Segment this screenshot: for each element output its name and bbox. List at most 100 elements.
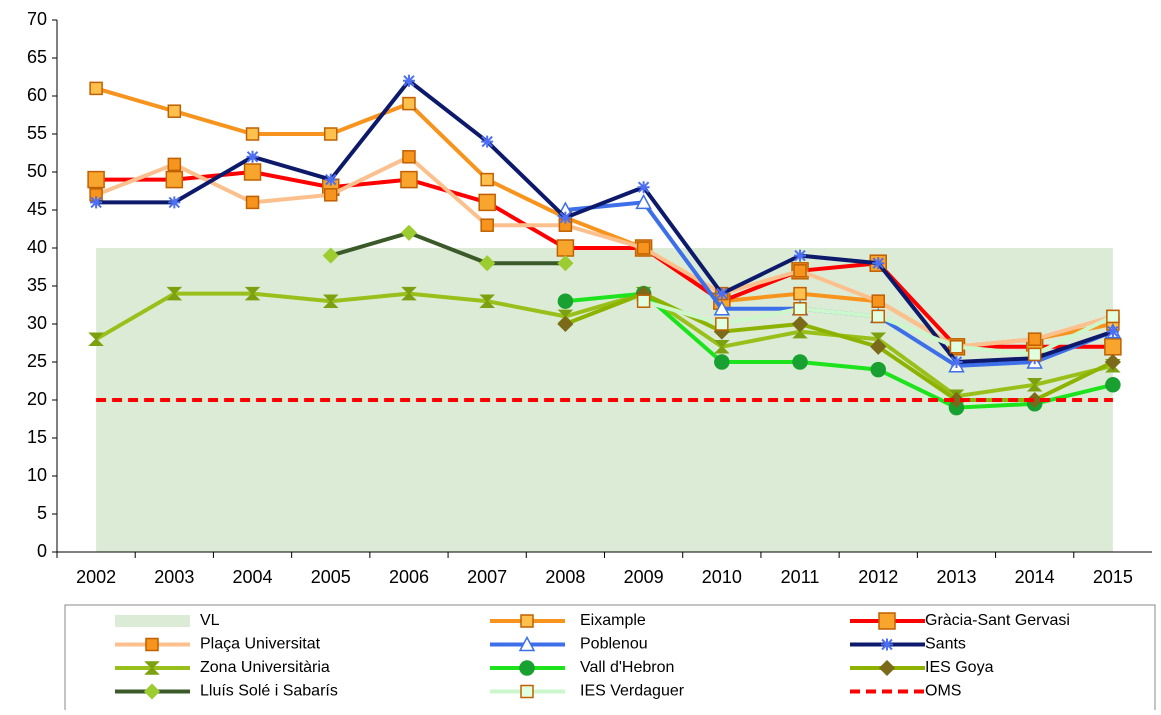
marker: [870, 338, 887, 355]
y-tick-label: 5: [37, 503, 47, 523]
marker: [87, 170, 105, 189]
marker: [878, 659, 896, 677]
legend-label: IES Goya: [925, 659, 994, 676]
legend-label: Plaça Universitat: [200, 636, 321, 653]
legend-label: IES Verdaguer: [580, 683, 685, 700]
marker: [166, 286, 183, 301]
marker: [715, 317, 729, 331]
y-tick-label: 10: [27, 465, 47, 485]
marker: [245, 127, 260, 141]
legend-box: [64, 604, 1156, 715]
y-tick-label: 55: [27, 123, 47, 143]
y-tick-label: 50: [27, 161, 47, 181]
marker: [480, 218, 494, 232]
legend-label: Lluís Solé i Sabarís: [200, 683, 338, 700]
marker: [144, 661, 160, 675]
marker: [557, 293, 574, 309]
marker: [322, 247, 339, 264]
x-tick-label: 2015: [1093, 567, 1133, 587]
marker: [948, 391, 965, 409]
marker: [557, 255, 574, 272]
marker: [950, 356, 963, 368]
line: [96, 169, 1113, 349]
marker: [402, 150, 416, 164]
marker: [145, 637, 159, 652]
x-tick-label: 2008: [545, 567, 585, 587]
series: [636, 294, 1120, 362]
marker: [402, 96, 416, 111]
legend-label: OMS: [925, 683, 961, 700]
legend-label: Sants: [925, 636, 966, 653]
line: [330, 230, 566, 266]
series: [322, 224, 574, 272]
marker: [400, 170, 418, 189]
marker: [480, 172, 494, 187]
y-tick-label: 20: [27, 389, 47, 409]
marker: [479, 294, 495, 308]
series: [96, 248, 1113, 552]
marker: [243, 163, 262, 181]
marker: [143, 683, 161, 700]
x-tick-label: 2002: [76, 567, 116, 587]
marker: [793, 264, 807, 278]
marker: [791, 315, 809, 333]
x-tick-label: 2004: [233, 567, 273, 587]
marker: [167, 104, 182, 118]
marker: [520, 684, 534, 699]
marker: [714, 340, 730, 354]
series: [90, 74, 1119, 368]
marker: [636, 241, 651, 255]
marker: [871, 309, 885, 324]
x-tick-label: 2013: [936, 567, 976, 587]
marker: [881, 638, 893, 651]
marker: [479, 255, 496, 272]
y-tick-label: 70: [27, 9, 47, 29]
marker: [402, 74, 415, 87]
marker: [636, 294, 651, 308]
legend-label: Eixample: [580, 612, 646, 629]
line: [96, 78, 1114, 365]
x-tick-label: 2005: [311, 567, 351, 587]
marker: [1027, 332, 1042, 346]
y-tick-label: 25: [27, 351, 47, 371]
marker: [559, 211, 572, 224]
y-tick-label: 60: [27, 85, 47, 105]
area: [96, 248, 1113, 552]
marker: [1104, 338, 1122, 356]
marker: [637, 181, 650, 194]
marker: [478, 193, 496, 212]
x-tick-label: 2010: [702, 567, 742, 587]
legend-label: Vall d'Hebron: [580, 659, 674, 676]
line: [95, 291, 1114, 399]
x-tick-label: 2007: [467, 567, 507, 587]
legend-label: Poblenou: [580, 636, 648, 653]
marker: [246, 150, 259, 163]
y-tick-label: 45: [27, 199, 47, 219]
marker: [322, 294, 339, 308]
line: [564, 291, 1114, 402]
marker: [1106, 309, 1120, 324]
marker: [878, 612, 896, 630]
marker: [324, 173, 337, 186]
y-tick-label: 15: [27, 427, 47, 447]
marker: [793, 302, 807, 316]
y-tick-label: 30: [27, 313, 47, 333]
marker: [557, 315, 574, 333]
x-tick-label: 2009: [624, 567, 664, 587]
marker: [244, 286, 261, 301]
marker: [872, 257, 885, 270]
marker: [518, 635, 536, 652]
marker: [1104, 353, 1121, 371]
marker: [794, 249, 807, 262]
marker: [1026, 378, 1043, 392]
marker: [714, 354, 730, 370]
marker: [949, 340, 964, 354]
marker: [1026, 391, 1043, 409]
legend-label: Gràcia-Sant Gervasi: [925, 612, 1070, 629]
marker: [245, 195, 260, 210]
x-tick-label: 2011: [781, 567, 820, 587]
marker: [715, 287, 728, 300]
x-tick-label: 2003: [154, 567, 194, 587]
line: [95, 154, 1114, 349]
